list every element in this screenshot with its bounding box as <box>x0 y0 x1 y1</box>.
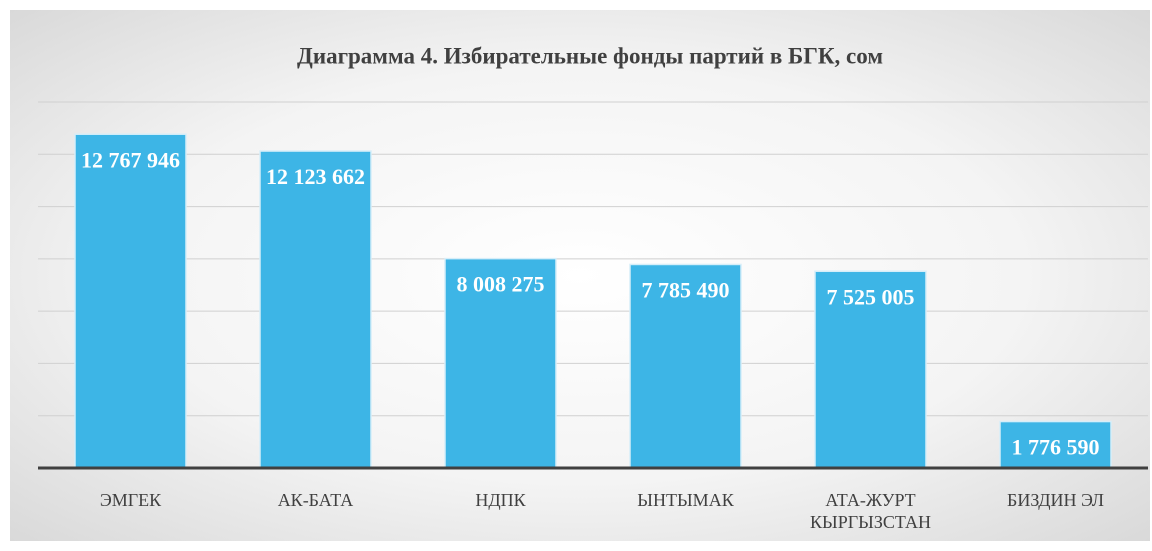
data-label: 12 123 662 <box>266 164 365 189</box>
data-label: 7 525 005 <box>827 284 915 309</box>
x-tick-label: НДПК <box>475 490 526 510</box>
bar <box>444 257 557 469</box>
x-tick-label: АК-БАТА <box>277 490 354 510</box>
data-label: 12 767 946 <box>81 147 180 172</box>
bar <box>999 420 1112 469</box>
x-tick-label: ЭМГЕК <box>99 490 162 510</box>
bar <box>629 263 742 469</box>
data-label: 7 785 490 <box>642 278 730 303</box>
x-tick-label: БИЗДИН ЭЛ <box>1007 490 1104 510</box>
chart-area <box>10 10 1150 541</box>
chart-title: Диаграмма 4. Избирательные фонды партий … <box>297 43 883 68</box>
x-tick-label: АТА-ЖУРТ КЫРГЫЗСТАН <box>810 490 931 532</box>
data-label: 1 776 590 <box>1012 435 1100 460</box>
data-label: 8 008 275 <box>457 272 545 297</box>
bar <box>814 270 927 469</box>
x-tick-label: ЫНТЫМАК <box>637 490 734 510</box>
bar <box>259 150 372 469</box>
bar <box>74 133 187 469</box>
